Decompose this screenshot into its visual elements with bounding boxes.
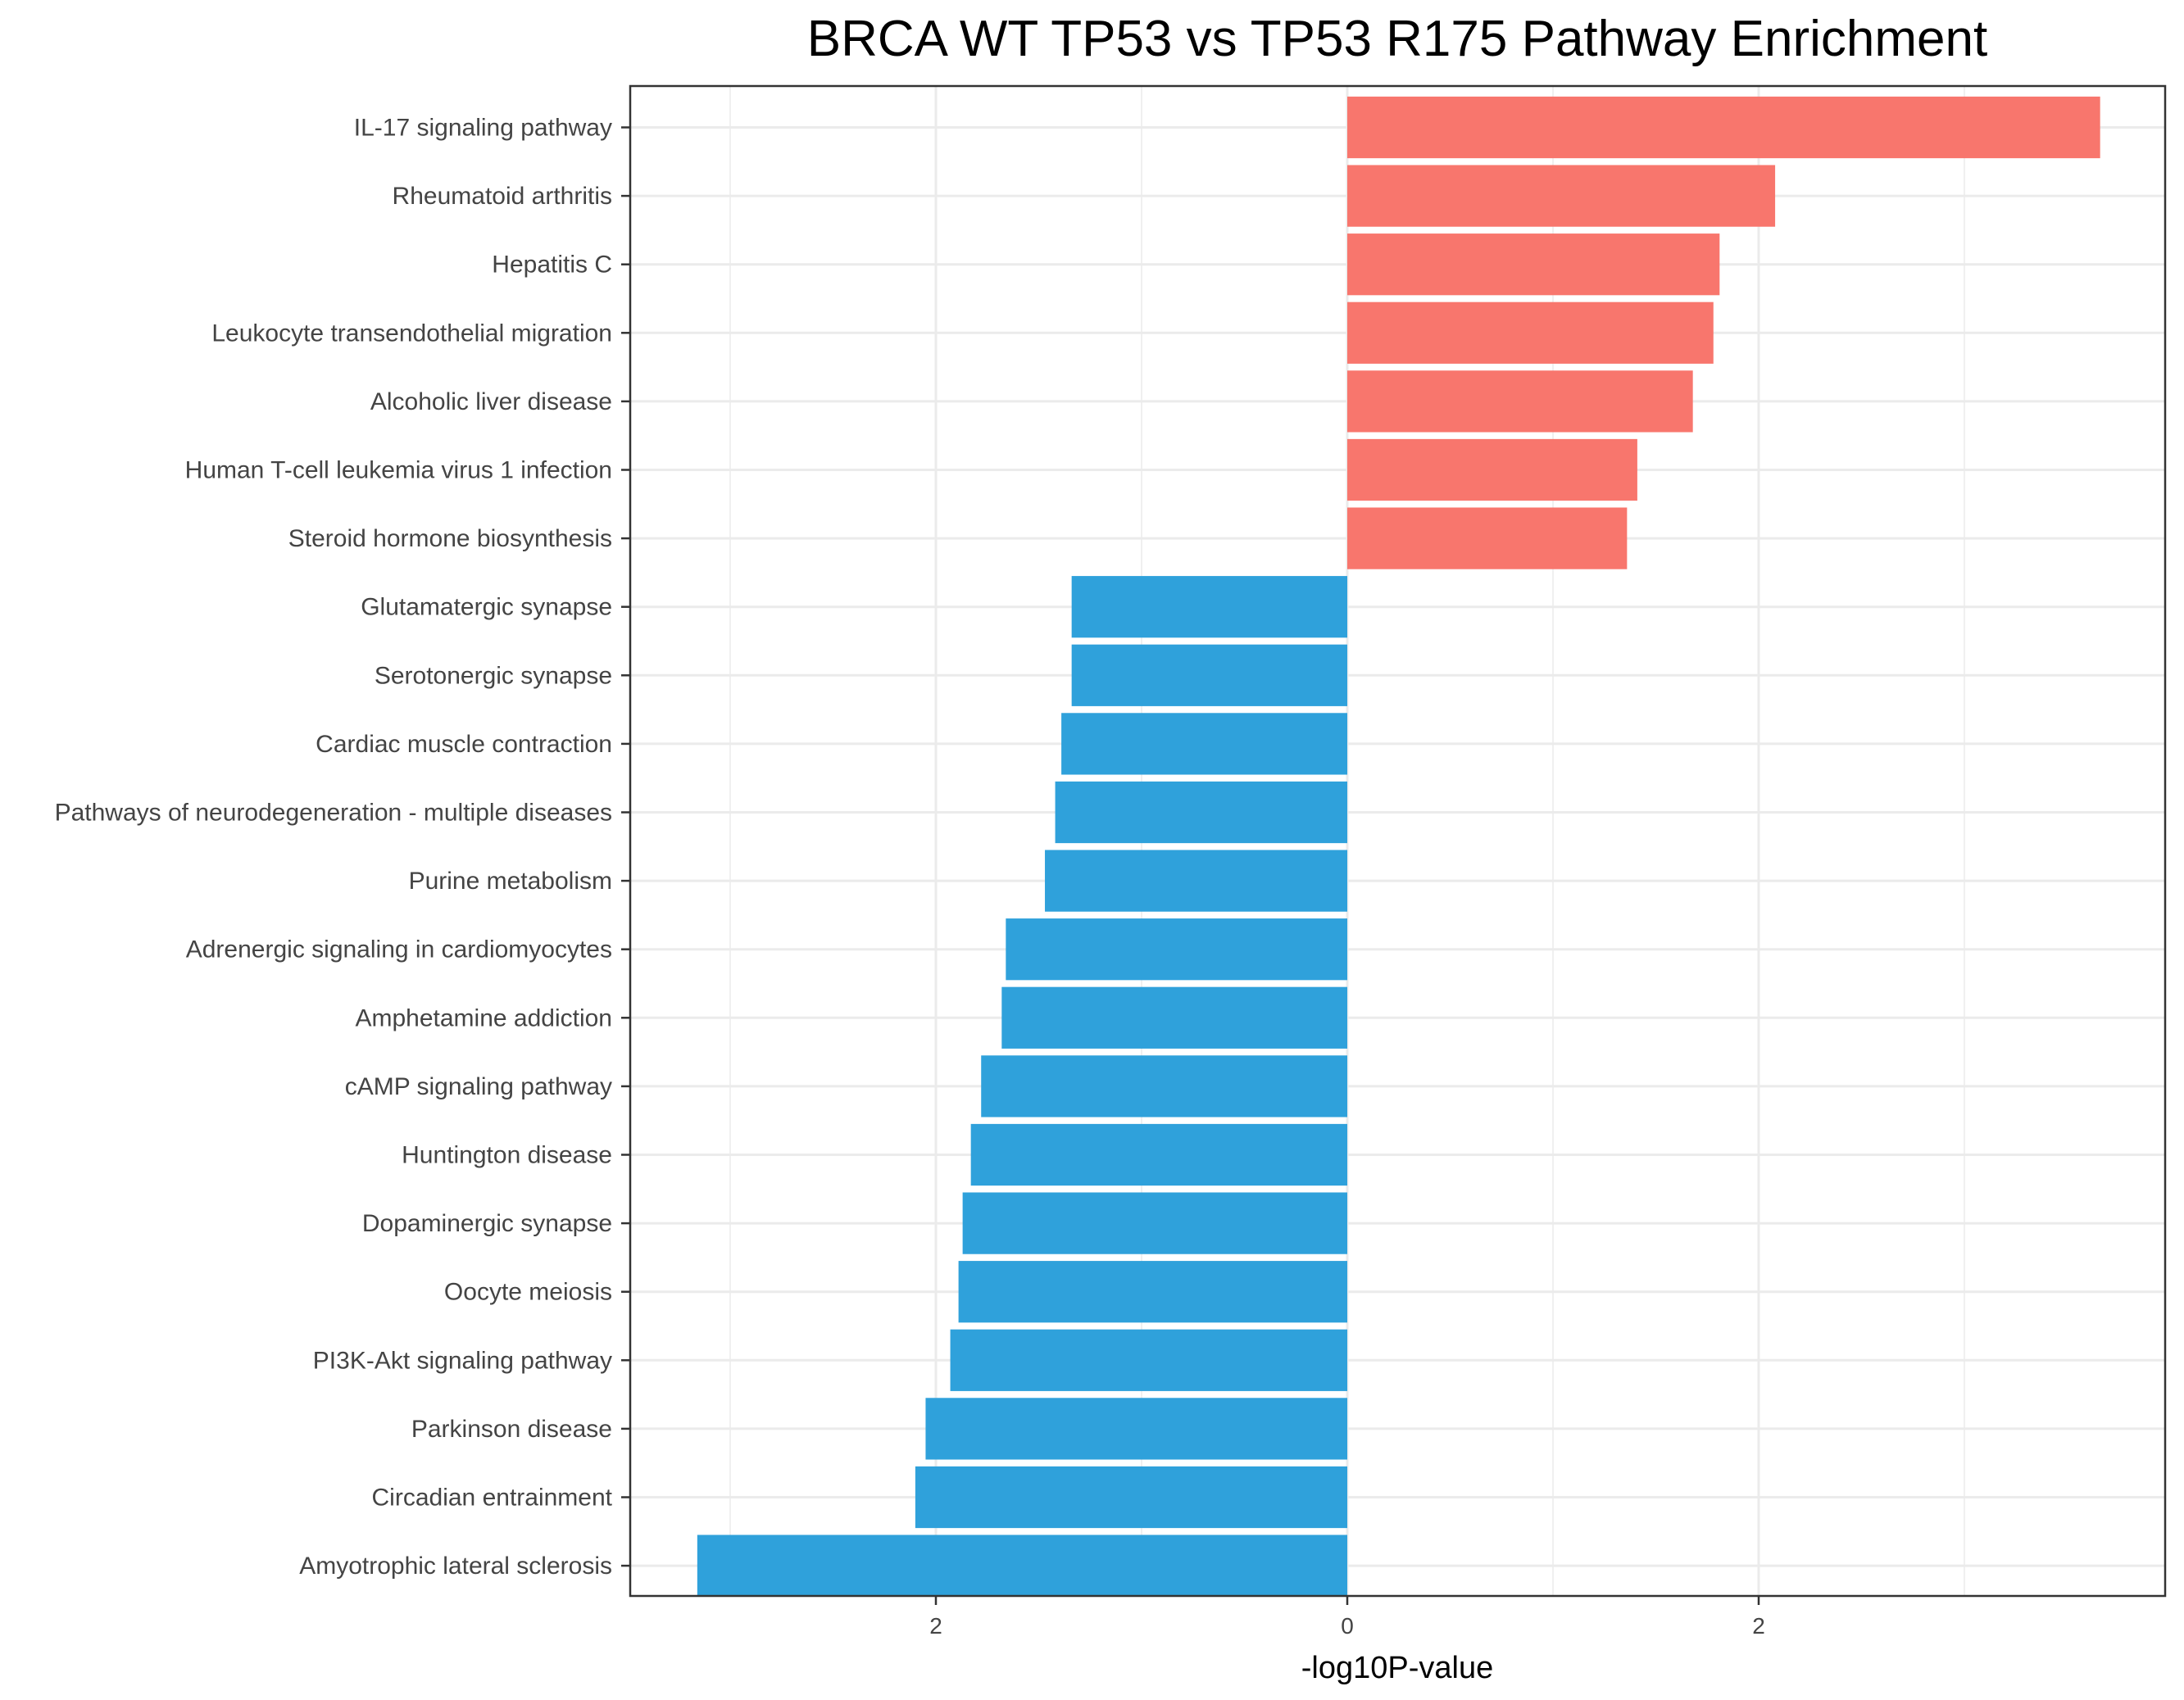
category-label: Hepatitis C: [492, 252, 612, 279]
bar: [981, 1055, 1347, 1117]
bar: [1071, 576, 1347, 638]
category-label: Oocyte meiosis: [444, 1279, 612, 1306]
bars: [697, 96, 2100, 1597]
category-axis: IL-17 signaling pathway Rheumatoid arthri…: [55, 115, 630, 1580]
category-label: Pathways of neurodegeneration - multiple…: [55, 800, 612, 827]
bar: [1347, 507, 1628, 569]
bar: [1006, 918, 1347, 981]
value-axis: 2 0 2: [929, 1596, 1765, 1639]
category-label: IL-17 signaling pathway: [354, 115, 612, 142]
category-label: Circadian entrainment: [372, 1485, 613, 1512]
bar: [1347, 165, 1776, 227]
category-label: Dopaminergic synapse: [362, 1210, 612, 1237]
category-label: Steroid hormone biosynthesis: [288, 525, 612, 552]
bar: [962, 1192, 1347, 1254]
plot-panel-border: [629, 84, 2167, 1598]
category-label: Human T-cell leukemia virus 1 infection: [185, 457, 612, 484]
category-label: Leukocyte transendothelial migration: [211, 320, 612, 347]
bar: [1347, 96, 2100, 159]
bar: [925, 1398, 1347, 1460]
bar: [950, 1329, 1347, 1391]
bar: [970, 1123, 1347, 1186]
bar: [1071, 644, 1347, 706]
category-label: PI3K-Akt signaling pathway: [313, 1347, 612, 1374]
category-label: cAMP signaling pathway: [345, 1073, 612, 1100]
bar: [1347, 301, 1714, 364]
category-label: Rheumatoid arthritis: [393, 183, 612, 210]
category-label: Serotonergic synapse: [375, 662, 612, 689]
x-axis-title: -log10P-value: [1301, 1651, 1493, 1685]
bar: [1055, 781, 1347, 844]
category-label: Alcoholic liver disease: [370, 388, 612, 415]
bar: [697, 1535, 1347, 1597]
category-label: Amphetamine addiction: [355, 1004, 612, 1031]
bar: [915, 1466, 1347, 1529]
chart-title: BRCA WT TP53 vs TP53 R175 Pathway Enrich…: [807, 11, 1987, 67]
bar: [1061, 713, 1347, 775]
bar: [1001, 986, 1347, 1049]
bar: [1347, 233, 1720, 296]
category-label: Cardiac muscle contraction: [316, 731, 612, 758]
category-label: Huntington disease: [402, 1142, 612, 1169]
bar: [958, 1261, 1347, 1323]
bar: [1347, 438, 1637, 501]
category-label: Adrenergic signaling in cardiomyocytes: [186, 936, 612, 963]
x-tick-label: 2: [1752, 1613, 1765, 1639]
category-label: Purine metabolism: [409, 868, 612, 895]
category-label: Glutamatergic synapse: [361, 594, 612, 621]
x-tick-label: 2: [929, 1613, 942, 1639]
bar: [1347, 370, 1693, 433]
x-tick-label: 0: [1341, 1613, 1354, 1639]
category-label: Parkinson disease: [411, 1416, 612, 1443]
bar: [1045, 850, 1347, 912]
category-label: Amyotrophic lateral sclerosis: [299, 1553, 612, 1580]
